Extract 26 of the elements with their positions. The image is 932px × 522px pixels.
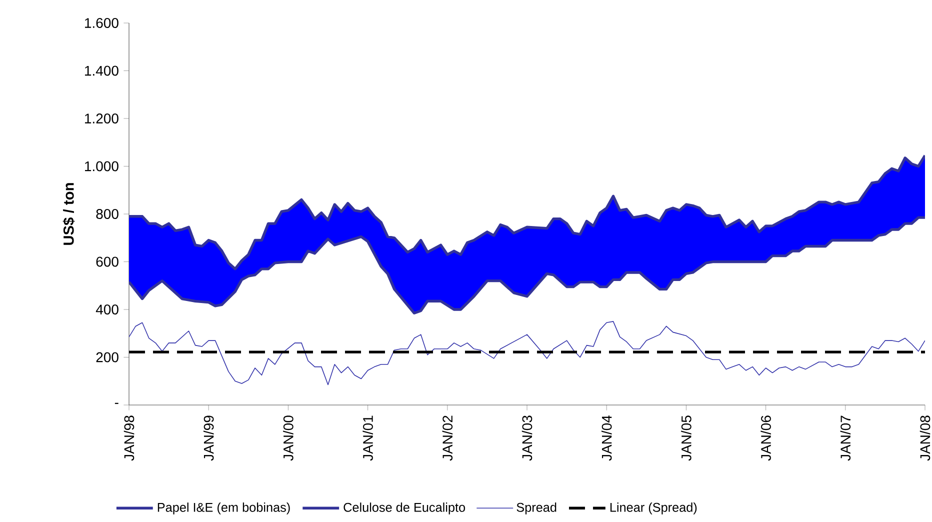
x-tick-label: JAN/99 — [203, 416, 214, 461]
x-tick-label: JAN/01 — [362, 416, 373, 461]
x-tick-label: JAN/05 — [681, 416, 692, 461]
y-tick-label: 800 — [96, 209, 118, 219]
x-tick-label: JAN/98 — [124, 416, 134, 461]
y-tick-label: - — [114, 402, 118, 404]
y-tick-label: 1.000 — [85, 161, 118, 172]
x-tick-label: JAN/04 — [601, 415, 612, 461]
legend-label: Celulose de Eucalipto — [344, 502, 466, 514]
x-tick-label: JAN/00 — [283, 416, 294, 461]
x-tick-label: JAN/06 — [760, 416, 771, 461]
x-tick-label: JAN/02 — [442, 416, 453, 461]
y-tick-label: 1.200 — [85, 114, 118, 124]
y-tick-label: 400 — [96, 304, 118, 314]
y-tick-label: 1.400 — [85, 66, 118, 76]
legend-label: Linear (Spread) — [610, 502, 697, 514]
legend-label: Spread — [516, 502, 556, 514]
y-tick-label: 600 — [96, 256, 118, 267]
x-tick-label: JAN/03 — [522, 416, 532, 461]
legend-label: Papel I&E (em bobinas) — [158, 502, 290, 514]
x-tick-label: JAN/07 — [840, 416, 851, 461]
y-tick-label: 200 — [96, 352, 118, 362]
line-series — [129, 216, 926, 314]
y-axis-title: US$ / ton — [62, 183, 75, 245]
y-tick-label: 1.600 — [85, 18, 118, 28]
x-tick-label: JAN/08 — [920, 416, 930, 461]
